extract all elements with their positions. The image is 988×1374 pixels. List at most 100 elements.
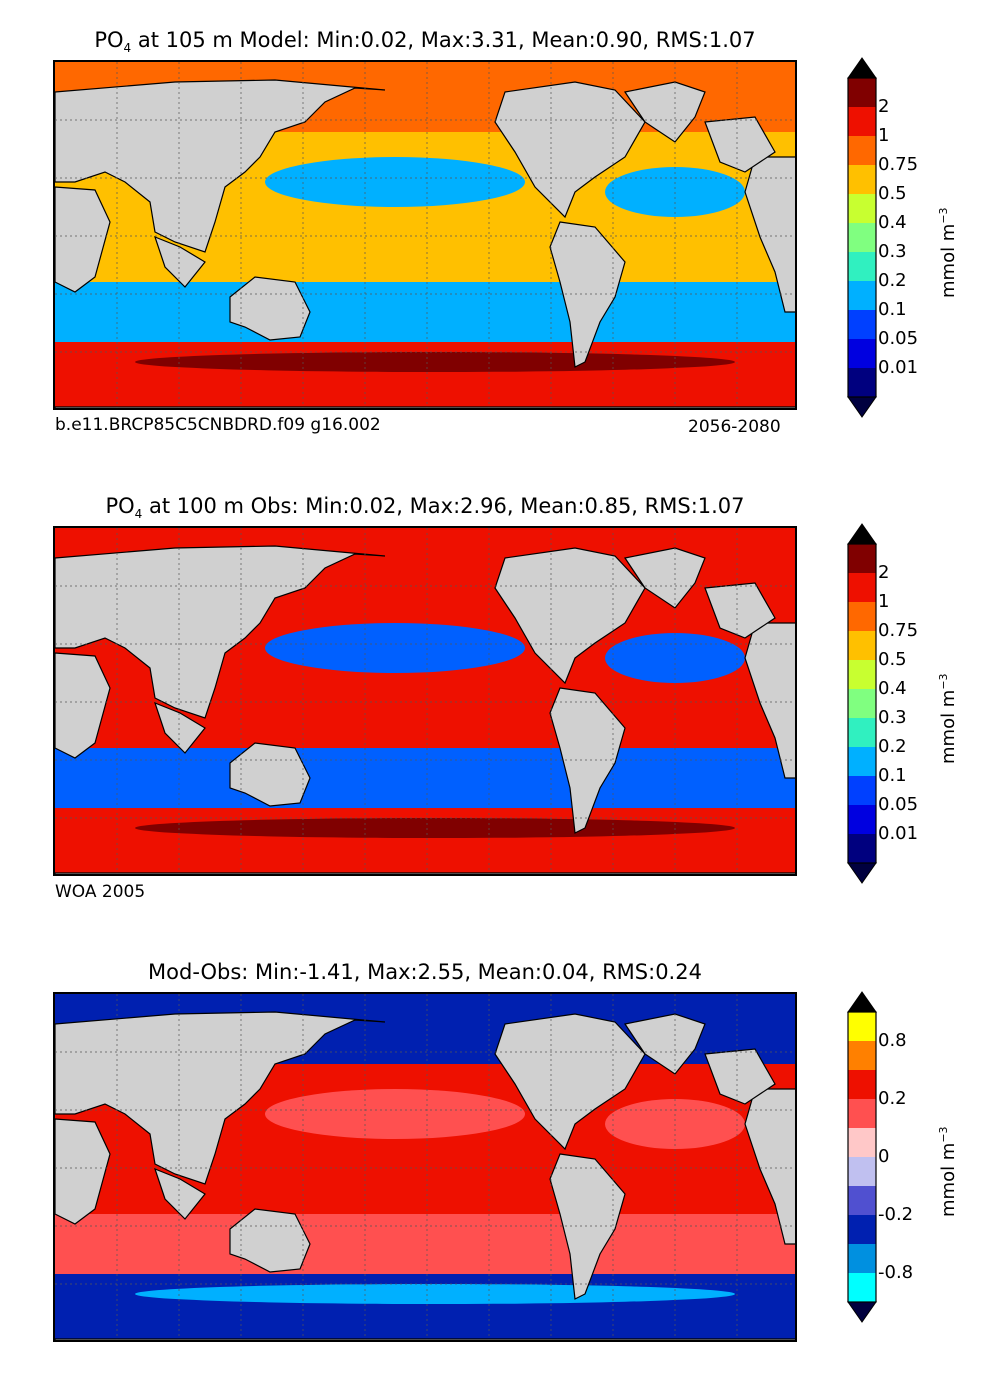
landmass — [229, 1208, 311, 1273]
map-canvas — [55, 62, 795, 408]
map-canvas — [55, 994, 795, 1340]
colorbar — [842, 57, 902, 418]
colorbar-segment — [848, 165, 876, 194]
colorbar-tick-label: 0 — [878, 1146, 890, 1167]
colorbar-frame — [847, 77, 877, 398]
map-model — [53, 60, 797, 410]
colorbar-max-arrow — [847, 57, 877, 79]
colorbar — [842, 991, 902, 1323]
colorbar — [842, 523, 902, 884]
map-obs — [53, 526, 797, 876]
colorbar-segment — [848, 1041, 876, 1070]
colorbar-max-arrow — [847, 523, 877, 545]
colorbar-svg — [847, 57, 877, 418]
landmass — [55, 1338, 795, 1340]
colorbar-unit-label: mmol m−3 — [937, 206, 959, 298]
colorbar-segment — [848, 544, 876, 573]
landmass — [494, 1013, 646, 1151]
north-pacific-gyre — [265, 623, 525, 673]
colorbar-tick-label: 2 — [878, 96, 890, 117]
north-pacific-gyre — [265, 157, 525, 207]
colorbar-tick-label: 0.5 — [878, 649, 907, 670]
colorbar-segment — [848, 1215, 876, 1244]
colorbar-tick-label: 0.75 — [878, 620, 919, 641]
colorbar-tick-label: 0.8 — [878, 1030, 907, 1051]
colorbar-tick-label: 0.3 — [878, 241, 907, 262]
colorbar-segment — [848, 107, 876, 136]
landmass — [154, 701, 206, 754]
colorbar-segment — [848, 602, 876, 631]
landmass — [549, 1153, 626, 1300]
landmass — [494, 547, 646, 685]
colorbar-tick-label: 0.2 — [878, 736, 907, 757]
panel-title: PO4 at 105 m Model: Min:0.02, Max:3.31, … — [94, 28, 756, 56]
colorbar-tick-label: 0.1 — [878, 299, 907, 320]
colorbar-tick-label: 0.05 — [878, 328, 919, 349]
colorbar-tick-label: 0.1 — [878, 765, 907, 786]
caption-years: 2056-2080 — [688, 417, 781, 437]
colorbar-tick-label: 0.75 — [878, 154, 919, 175]
colorbar-segment — [848, 747, 876, 776]
colorbar-tick-label: 0.5 — [878, 183, 907, 204]
colorbar-unit-label: mmol m−3 — [937, 1126, 959, 1217]
map-canvas — [55, 528, 795, 874]
colorbar-segment — [848, 1070, 876, 1099]
landmass — [704, 116, 776, 173]
colorbar-tick-label: 0.2 — [878, 270, 907, 291]
ocean-subtropical-band — [55, 282, 795, 342]
colorbar-min-arrow — [847, 396, 877, 418]
colorbar-segment — [848, 1273, 876, 1302]
landmass — [744, 622, 795, 779]
colorbar-segment — [848, 310, 876, 339]
colorbar-svg — [847, 991, 877, 1323]
colorbar-segment — [848, 252, 876, 281]
colorbar-tick-label: 0.05 — [878, 794, 919, 815]
colorbar-max-arrow — [847, 991, 877, 1013]
colorbar-segment — [848, 805, 876, 834]
colorbar-segment — [848, 339, 876, 368]
landmass — [55, 406, 795, 408]
landmass — [154, 235, 206, 288]
colorbar-segment — [848, 573, 876, 602]
landmass — [704, 582, 776, 639]
ocean-subtropical-band — [55, 748, 795, 808]
colorbar-segment — [848, 1244, 876, 1273]
landmass — [744, 156, 795, 313]
ocean-subtropical-band — [55, 1214, 795, 1274]
panel-title: PO4 at 100 m Obs: Min:0.02, Max:2.96, Me… — [105, 494, 745, 522]
colorbar-segment — [848, 689, 876, 718]
colorbar-segment — [848, 660, 876, 689]
colorbar-segment — [848, 718, 876, 747]
landmass — [154, 1167, 206, 1220]
north-pacific-gyre — [265, 1089, 525, 1139]
colorbar-min-arrow — [847, 1301, 877, 1323]
caption-source: WOA 2005 — [55, 882, 146, 902]
southern-ocean-band — [135, 1284, 735, 1304]
colorbar-tick-label: 0.2 — [878, 1088, 907, 1109]
colorbar-segment — [848, 1012, 876, 1041]
colorbar-segment — [848, 1186, 876, 1215]
colorbar-tick-label: -0.8 — [878, 1262, 914, 1283]
colorbar-segment — [848, 1128, 876, 1157]
southern-ocean-band — [135, 352, 735, 372]
landmass — [494, 81, 646, 219]
colorbar-segment — [848, 834, 876, 863]
landmass — [55, 545, 386, 719]
colorbar-unit-label: mmol m−3 — [937, 672, 959, 764]
colorbar-tick-label: 0.3 — [878, 707, 907, 728]
landmass — [55, 79, 386, 253]
colorbar-segment — [848, 136, 876, 165]
landmass — [704, 1048, 776, 1105]
landmass — [55, 1011, 386, 1185]
colorbar-tick-label: 0.4 — [878, 212, 907, 233]
colorbar-tick-label: 1 — [878, 125, 890, 146]
colorbar-segment — [848, 776, 876, 805]
colorbar-svg — [847, 523, 877, 884]
map-diff — [53, 992, 797, 1342]
colorbar-segment — [848, 631, 876, 660]
colorbar-segment — [848, 1157, 876, 1186]
southern-ocean-band — [135, 818, 735, 838]
colorbar-tick-label: 0.01 — [878, 357, 919, 378]
colorbar-frame — [847, 1011, 877, 1303]
colorbar-min-arrow — [847, 862, 877, 884]
